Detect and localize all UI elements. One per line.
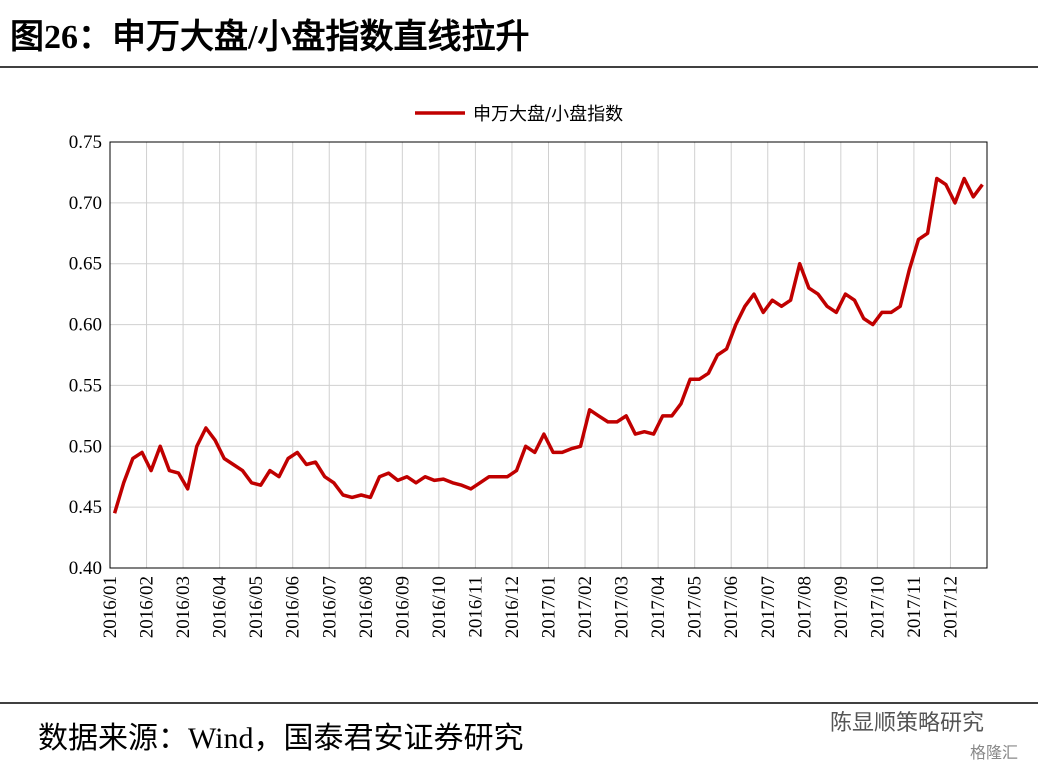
x-tick-label: 2017/06 — [721, 576, 742, 638]
x-tick-label: 2016/03 — [173, 576, 194, 638]
plot-border — [109, 141, 988, 569]
y-tick-label: 0.60 — [69, 315, 102, 336]
x-tick-label: 2017/09 — [831, 576, 852, 638]
x-tick-label: 2017/01 — [539, 576, 560, 638]
legend-label: 申万大盘/小盘指数 — [473, 104, 623, 125]
x-tick-label: 2016/12 — [502, 576, 523, 638]
y-tick-label: 0.45 — [69, 497, 102, 518]
x-tick-label: 2017/08 — [794, 576, 815, 638]
x-tick-label: 2017/12 — [940, 576, 961, 638]
source: 数据来源：Wind，国泰君安证券研究 — [38, 722, 523, 755]
x-tick-label: 2016/07 — [319, 576, 340, 638]
x-tick-label: 2016/01 — [100, 576, 121, 638]
x-tick-label: 2016/09 — [392, 576, 413, 638]
watermark-brand: 格隆汇 — [970, 743, 1018, 762]
y-tick-label: 0.55 — [69, 375, 102, 396]
watermark: 陈显顺策略研究 — [830, 711, 984, 736]
x-tick-label: 2016/10 — [429, 576, 450, 638]
x-tick-label: 2017/04 — [648, 576, 669, 639]
x-tick-label: 2016/06 — [283, 576, 304, 638]
y-tick-label: 0.75 — [69, 132, 102, 153]
x-tick-label: 2017/05 — [685, 576, 706, 638]
x-tick-label: 2017/11 — [904, 576, 925, 638]
data-line — [112, 176, 984, 514]
y-tick-label: 0.65 — [69, 254, 102, 275]
y-tick-label: 0.40 — [69, 558, 102, 579]
y-tick-label: 0.70 — [69, 193, 102, 214]
x-tick-label: 2016/11 — [465, 576, 486, 638]
x-tick-label: 2016/04 — [210, 576, 231, 639]
x-tick-label: 2017/03 — [612, 576, 633, 638]
x-tick-label: 2016/08 — [356, 576, 377, 638]
chart-title: 图26：申万大盘/小盘指数直线拉升 — [10, 18, 529, 56]
x-tick-label: 2016/02 — [137, 576, 158, 638]
x-tick-label: 2017/07 — [758, 576, 779, 638]
y-tick-label: 0.50 — [69, 436, 102, 457]
x-tick-label: 2016/05 — [246, 576, 267, 638]
x-tick-label: 2017/02 — [575, 576, 596, 638]
x-tick-label: 2017/10 — [867, 576, 888, 638]
